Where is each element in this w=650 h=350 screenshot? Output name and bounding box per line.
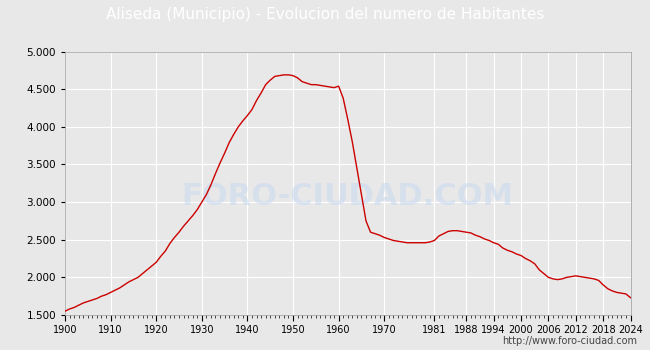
Text: FORO-CIUDAD.COM: FORO-CIUDAD.COM <box>182 182 514 211</box>
Text: Aliseda (Municipio) - Evolucion del numero de Habitantes: Aliseda (Municipio) - Evolucion del nume… <box>106 7 544 22</box>
Text: http://www.foro-ciudad.com: http://www.foro-ciudad.com <box>502 336 637 346</box>
